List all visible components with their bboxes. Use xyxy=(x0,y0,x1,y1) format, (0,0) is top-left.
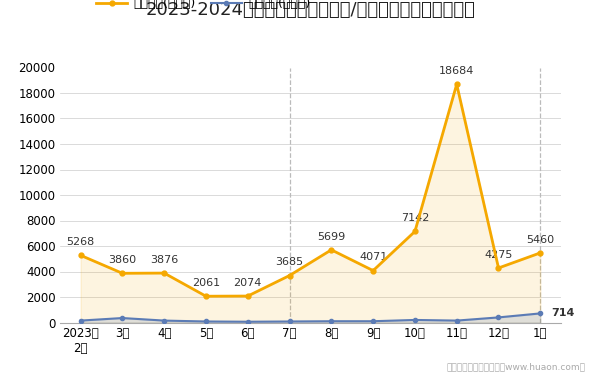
Text: 4275: 4275 xyxy=(484,250,513,259)
Legend: 出口总额(万美元), 进口总额(万美元): 出口总额(万美元), 进口总额(万美元) xyxy=(91,0,316,15)
Text: 5460: 5460 xyxy=(526,234,555,244)
出口总额(万美元) xyxy=(161,271,168,275)
Text: 3876: 3876 xyxy=(150,255,179,265)
进口总额(万美元) xyxy=(286,319,293,324)
进口总额(万美元) xyxy=(537,311,544,316)
出口总额(万美元) xyxy=(202,294,210,298)
进口总额(万美元) xyxy=(370,319,377,324)
Text: 制图：华经产业研究院（www.huaon.com）: 制图：华经产业研究院（www.huaon.com） xyxy=(446,362,585,371)
Text: 714: 714 xyxy=(552,308,575,318)
Text: 2074: 2074 xyxy=(233,278,262,288)
出口总额(万美元) xyxy=(411,229,418,234)
出口总额(万美元) xyxy=(286,273,293,278)
Line: 出口总额(万美元): 出口总额(万美元) xyxy=(78,82,543,298)
Text: 2061: 2061 xyxy=(192,278,220,288)
Text: 3685: 3685 xyxy=(275,257,304,267)
进口总额(万美元) xyxy=(328,319,335,324)
进口总额(万美元) xyxy=(244,320,251,324)
进口总额(万美元) xyxy=(453,318,460,323)
出口总额(万美元) xyxy=(370,268,377,273)
进口总额(万美元) xyxy=(77,318,84,323)
进口总额(万美元) xyxy=(119,316,126,320)
Text: 5268: 5268 xyxy=(66,237,95,247)
Text: 5699: 5699 xyxy=(317,231,346,242)
进口总额(万美元) xyxy=(411,318,418,322)
出口总额(万美元) xyxy=(495,266,502,270)
进口总额(万美元) xyxy=(202,319,210,324)
Text: 18684: 18684 xyxy=(439,66,475,76)
Line: 进口总额(万美元): 进口总额(万美元) xyxy=(79,311,542,324)
出口总额(万美元) xyxy=(453,82,460,87)
Text: 4071: 4071 xyxy=(359,252,387,262)
Title: 2023-2024年汉中市（境内目的地/货源地）进、出口额统计: 2023-2024年汉中市（境内目的地/货源地）进、出口额统计 xyxy=(146,1,475,19)
出口总额(万美元) xyxy=(119,271,126,276)
进口总额(万美元) xyxy=(161,318,168,323)
出口总额(万美元) xyxy=(244,294,251,298)
Text: 7142: 7142 xyxy=(401,213,429,223)
出口总额(万美元) xyxy=(77,253,84,258)
Text: 3860: 3860 xyxy=(108,255,137,265)
出口总额(万美元) xyxy=(328,248,335,252)
进口总额(万美元) xyxy=(495,315,502,320)
出口总额(万美元) xyxy=(537,251,544,255)
